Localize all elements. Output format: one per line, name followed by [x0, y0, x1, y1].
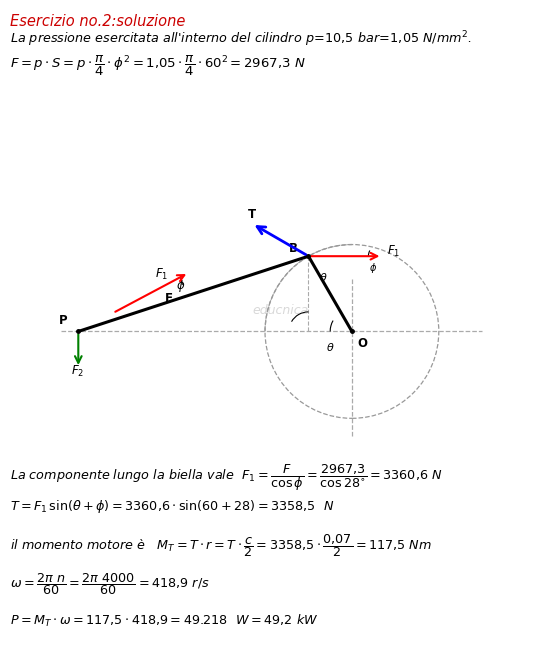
Text: Esercizio no.2:soluzione: Esercizio no.2:soluzione	[10, 14, 185, 29]
Text: $F_1$: $F_1$	[154, 267, 168, 282]
Text: O: O	[357, 337, 367, 350]
Text: La pressione esercitata all'interno del cilindro $p\!=\!10{,}5\ bar\!=\!1{,}05\ : La pressione esercitata all'interno del …	[10, 29, 472, 49]
Text: il momento motore è   $M_T = T \cdot r = T \cdot \dfrac{c}{2} = 3358{,}5\cdot\df: il momento motore è $M_T = T \cdot r = T…	[10, 532, 432, 559]
Text: $\phi$: $\phi$	[176, 278, 185, 294]
Text: $F = p \cdot S = p \cdot \dfrac{\pi}{4} \cdot \phi^2 = 1{,}05 \cdot \dfrac{\pi}{: $F = p \cdot S = p \cdot \dfrac{\pi}{4} …	[10, 54, 306, 78]
Text: $F_1$: $F_1$	[387, 244, 400, 259]
Text: $T = F_1\,\sin(\theta+\phi) = 3360{,}6\cdot\sin(60+28) = 3358{,}5\ \ N$: $T = F_1\,\sin(\theta+\phi) = 3360{,}6\c…	[10, 498, 334, 515]
Text: educnica: educnica	[252, 304, 309, 317]
Text: B: B	[289, 242, 299, 255]
Text: $F_2$: $F_2$	[72, 364, 84, 379]
Text: $\phi$: $\phi$	[369, 261, 377, 275]
Text: $\omega = \dfrac{2\pi\ n}{60} = \dfrac{2\pi\ 4000}{60} = 418{,}9\ r/s$: $\omega = \dfrac{2\pi\ n}{60} = \dfrac{2…	[10, 571, 210, 597]
Text: F: F	[165, 292, 173, 305]
Text: P: P	[59, 314, 68, 328]
Text: T: T	[248, 208, 256, 221]
Text: La componente lungo la biella vale  $F_1 = \dfrac{F}{\cos\phi} = \dfrac{2967{,}3: La componente lungo la biella vale $F_1 …	[10, 462, 442, 493]
Text: $P = M_T \cdot \omega = 117{,}5 \cdot 418{,}9 = 49.218\ \ W = 49{,}2\ kW$: $P = M_T \cdot \omega = 117{,}5 \cdot 41…	[10, 612, 319, 629]
Text: $\theta$: $\theta$	[326, 341, 335, 352]
Text: $\theta$: $\theta$	[319, 271, 327, 282]
